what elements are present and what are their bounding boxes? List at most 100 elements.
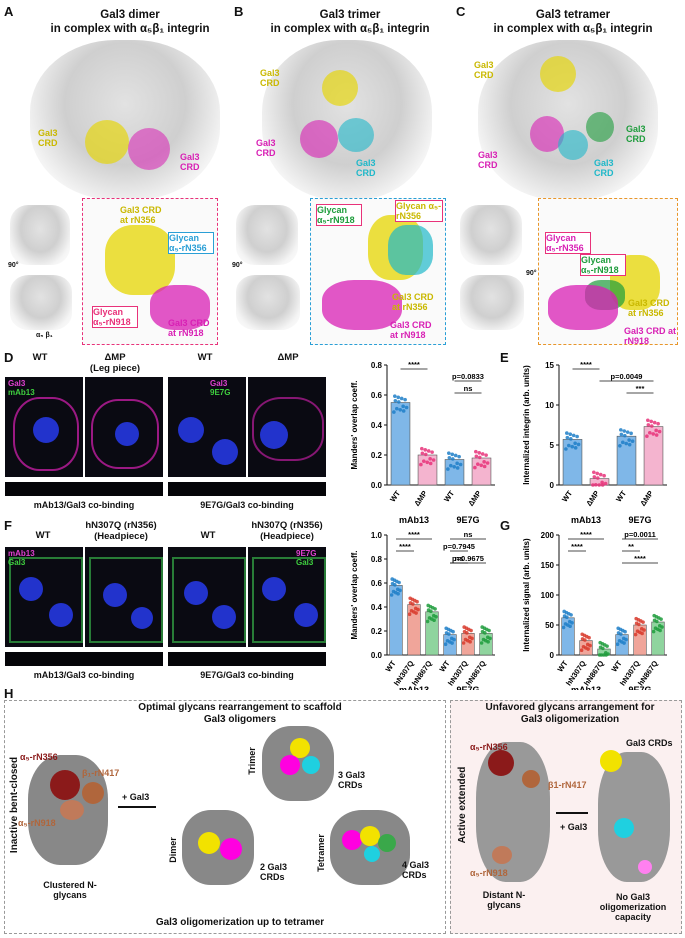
chart-F-point [467, 635, 472, 640]
chart-D-point [396, 395, 401, 400]
chart-F-ytick-label: 0.0 [371, 651, 383, 660]
f-caption-9e7g: 9E7G/Gal3 co-binding [200, 670, 294, 680]
chart-D-group-label: mAb13 [399, 515, 429, 525]
h-trimer-crd: 3 Gal3 CRDs [338, 770, 366, 790]
chart-E-point [603, 481, 608, 486]
chart-D-sig-label: **** [408, 360, 420, 369]
chart-E-point [593, 482, 598, 487]
chart-D-point [393, 394, 397, 398]
chart-F-point [391, 589, 396, 594]
h-trimer-magenta [280, 755, 300, 775]
chart-E-bar [562, 439, 583, 486]
f-micrograph-mut-mab13 [85, 547, 163, 647]
chart-F-point [479, 641, 484, 645]
h-left-title: Optimal glycans rearrangement to scaffol… [110, 702, 370, 726]
h-r-label-g1: α₅-rN356 [470, 742, 508, 752]
dimer-rotation-label: 90° [8, 262, 19, 269]
chart-D-point [396, 400, 401, 404]
h-left-title-line2: Gal3 oligomers [203, 714, 277, 725]
chart-E-point [576, 442, 581, 447]
h-arrow-2 [556, 812, 588, 814]
d-dmp2-title: ΔMP [277, 352, 299, 363]
tetramer-crd-green [586, 112, 614, 142]
chart-D-point [419, 462, 423, 467]
tetramer-crd-label-green: Gal3 CRD [626, 124, 646, 144]
h-dimer-magenta [220, 838, 242, 860]
chart-G-point [651, 629, 656, 634]
f-channel-gal3: Gal3 [8, 558, 26, 567]
h-plus-gal3: + Gal3 [122, 792, 150, 802]
panel-a-title-line1: Gal3 dimer [100, 9, 160, 21]
trimer-crd-yellow [322, 70, 358, 106]
chart-D-point [474, 449, 478, 454]
chart-F-point [395, 587, 400, 592]
chart-E-ytick-label: 5 [550, 441, 555, 450]
chart-D-point [425, 460, 430, 465]
chart-F-xtick-label: WT [384, 659, 398, 674]
chart-D-point [399, 396, 404, 401]
chart-D-point [485, 461, 490, 465]
chart-E-point [627, 438, 631, 442]
trimer-zoom-magenta [322, 280, 402, 330]
chart-D-point [428, 461, 433, 466]
chart-F-point [461, 641, 466, 645]
chart-E-point [573, 446, 578, 450]
h-glycan-918 [60, 800, 84, 820]
chart-G-ytick-label: 150 [541, 561, 555, 570]
chart-E-point [595, 476, 600, 480]
trimer-rotated-view [236, 275, 300, 330]
chart-D-point [477, 451, 482, 455]
chart-D-point [430, 450, 434, 454]
d-micrograph-wt-mab13 [5, 377, 83, 477]
h-tetramer-crd: 4 Gal3 CRDs [402, 860, 430, 880]
chart-G-point [580, 632, 585, 637]
chart-G-point [634, 621, 639, 626]
chart-E-point [565, 435, 570, 440]
f-wt-title: WT [35, 530, 51, 541]
f-channel-gal3-b: Gal3 [296, 558, 314, 567]
chart-F-point [425, 619, 430, 624]
h-tetra-cyan [364, 846, 380, 862]
chart-G-point [585, 642, 590, 647]
chart-G-point [635, 629, 640, 633]
chart-G-point [579, 648, 584, 652]
h-side-label-right: Active extended [457, 766, 468, 844]
h-tetra-green [378, 834, 396, 852]
chart-E-point [645, 434, 649, 438]
chart-F-point [480, 625, 485, 629]
panel-label-h: H [4, 686, 14, 701]
chart-F-ylabel: Manders' overlap coeff. [350, 550, 359, 639]
chart-E-point [618, 444, 622, 448]
chart-D-point [420, 451, 425, 456]
chart-D-ylabel: Manders' overlap coeff. [350, 380, 359, 469]
panel-label-f: F [4, 518, 12, 533]
tetramer-zoom-glycan1: Glycan α₅-rN356 [545, 232, 591, 254]
chart-D-point [479, 463, 484, 468]
chart-D-point [394, 406, 399, 411]
dimer-zoom-glycan2: Glycan α₅-rN918 [92, 306, 138, 328]
f-line-strip-1 [5, 652, 163, 666]
chart-G-point [581, 644, 586, 649]
h-r-glycan-417 [522, 770, 540, 788]
chart-E-point [571, 433, 576, 438]
chart-G-ytick-label: 100 [541, 591, 555, 600]
chart-D-sig-label: p=0.0833 [452, 372, 484, 381]
h-tetra-yellow [360, 826, 380, 846]
chart-D-point [404, 405, 409, 410]
chart-D-sig-label: ns [464, 384, 473, 393]
chart-G-sig-label: ** [628, 542, 634, 551]
chart-F-point [463, 637, 468, 642]
chart-D-point [401, 404, 405, 409]
trimer-zoom-cyan [388, 225, 433, 275]
chart-G-sig-label: p=0.0011 [624, 530, 656, 539]
h-r-crd-cyan [614, 818, 634, 838]
f-line-strip-2 [168, 652, 326, 666]
chart-E-point [591, 483, 595, 487]
d-micrograph-dmp-mab13 [85, 377, 163, 477]
chart-F-sig-label: ns [455, 554, 464, 563]
chart-D-point [392, 410, 396, 414]
chart-E-point [654, 433, 659, 437]
chart-G-point [617, 638, 622, 643]
chart-F-group-label: 9E7G [456, 685, 479, 690]
h-distant: Distant N-glycans [482, 890, 526, 910]
